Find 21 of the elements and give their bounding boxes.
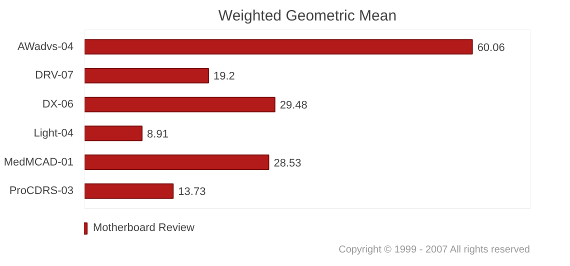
data-label: 28.53 bbox=[274, 157, 302, 170]
y-tick-label: ProCDRS-03 bbox=[9, 185, 74, 198]
bar bbox=[84, 183, 174, 199]
chart-title: Weighted Geometric Mean bbox=[218, 8, 397, 24]
data-label: 60.06 bbox=[477, 42, 505, 54]
bar bbox=[84, 126, 143, 142]
y-tick-label: MedMCAD-01 bbox=[4, 156, 74, 168]
bar bbox=[84, 96, 276, 112]
text: Copyright © 1999 - 2007 All rights reserved bbox=[338, 244, 530, 256]
data-label: 19.2 bbox=[213, 70, 235, 83]
data-label: 13.73 bbox=[178, 186, 206, 198]
bar bbox=[84, 154, 270, 170]
legend-label: Motherboard Review bbox=[93, 222, 194, 234]
y-tick-label: AWadvs-04 bbox=[17, 40, 74, 53]
y-tick-label: Light-04 bbox=[34, 127, 74, 140]
bar bbox=[84, 68, 209, 84]
data-label: 8.91 bbox=[147, 128, 168, 140]
y-tick-label: DX-06 bbox=[42, 98, 74, 111]
data-label: 29.48 bbox=[280, 100, 308, 112]
y-tick-label: DRV-07 bbox=[35, 70, 74, 82]
bar bbox=[84, 39, 473, 55]
